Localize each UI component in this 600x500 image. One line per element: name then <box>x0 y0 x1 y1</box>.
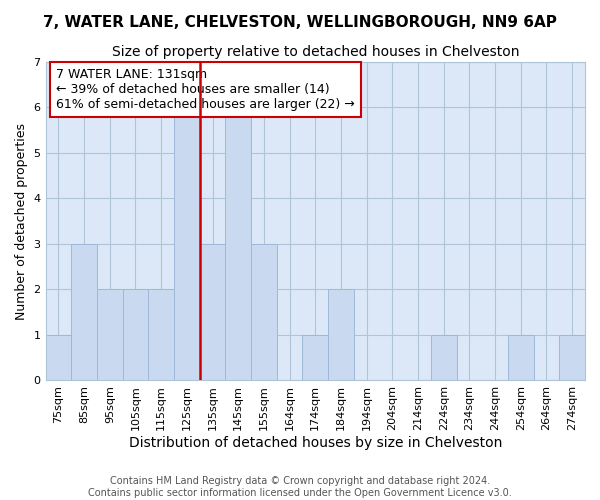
Bar <box>508 335 533 380</box>
Bar <box>148 290 174 380</box>
Bar <box>122 290 148 380</box>
Bar <box>559 335 585 380</box>
Bar <box>97 290 122 380</box>
Y-axis label: Number of detached properties: Number of detached properties <box>15 122 28 320</box>
Bar <box>328 290 354 380</box>
Title: Size of property relative to detached houses in Chelveston: Size of property relative to detached ho… <box>112 45 519 59</box>
Bar <box>174 107 200 380</box>
Bar <box>431 335 457 380</box>
Bar <box>226 107 251 380</box>
Text: 7, WATER LANE, CHELVESTON, WELLINGBOROUGH, NN9 6AP: 7, WATER LANE, CHELVESTON, WELLINGBOROUG… <box>43 15 557 30</box>
Bar <box>251 244 277 380</box>
X-axis label: Distribution of detached houses by size in Chelveston: Distribution of detached houses by size … <box>128 436 502 450</box>
Text: 7 WATER LANE: 131sqm
← 39% of detached houses are smaller (14)
61% of semi-detac: 7 WATER LANE: 131sqm ← 39% of detached h… <box>56 68 355 111</box>
Text: Contains HM Land Registry data © Crown copyright and database right 2024.
Contai: Contains HM Land Registry data © Crown c… <box>88 476 512 498</box>
Bar <box>200 244 226 380</box>
Bar <box>71 244 97 380</box>
Bar <box>302 335 328 380</box>
Bar <box>46 335 71 380</box>
